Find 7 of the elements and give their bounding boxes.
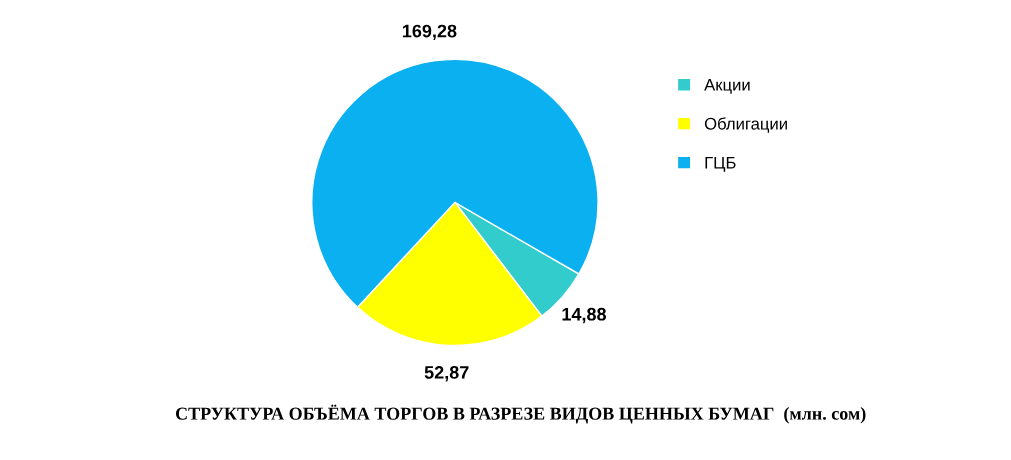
legend-label: ГЦБ <box>705 156 736 172</box>
data-label: 169,28 <box>402 24 457 41</box>
legend-label: Облигации <box>704 117 787 133</box>
data-label: 14,88 <box>562 307 607 324</box>
text: СТРУКТУРА ОБЪЁМА ТОРГОВ В РАЗРЕЗЕ ВИДОВ ЦЕННЫХ БУМАГ (млн. сом) <box>175 404 866 424</box>
data-label: 52,87 <box>424 366 469 382</box>
legend-label: Акции <box>704 79 750 94</box>
